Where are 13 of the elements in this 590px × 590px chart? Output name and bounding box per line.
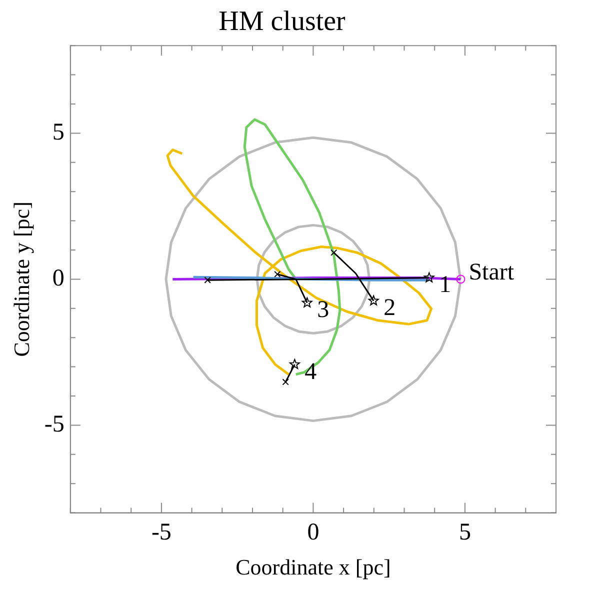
x-tick-label: 0 — [307, 519, 320, 546]
x-tick-label: -5 — [151, 519, 172, 546]
annotation: 1 — [439, 272, 452, 298]
annotation: 3 — [317, 297, 330, 324]
y-tick-label: 5 — [52, 119, 64, 146]
x-tick-label: 5 — [458, 519, 471, 546]
x-axis-title: Coordinate x [pc] — [236, 554, 391, 580]
y-tick-label: -5 — [44, 411, 64, 438]
chart-title: HM cluster — [218, 6, 346, 38]
y-tick-label: 0 — [52, 265, 64, 292]
annotation: 2 — [384, 295, 396, 322]
annotation: Start — [468, 259, 514, 286]
y-axis-title: Coordinate y [pc] — [8, 202, 34, 357]
